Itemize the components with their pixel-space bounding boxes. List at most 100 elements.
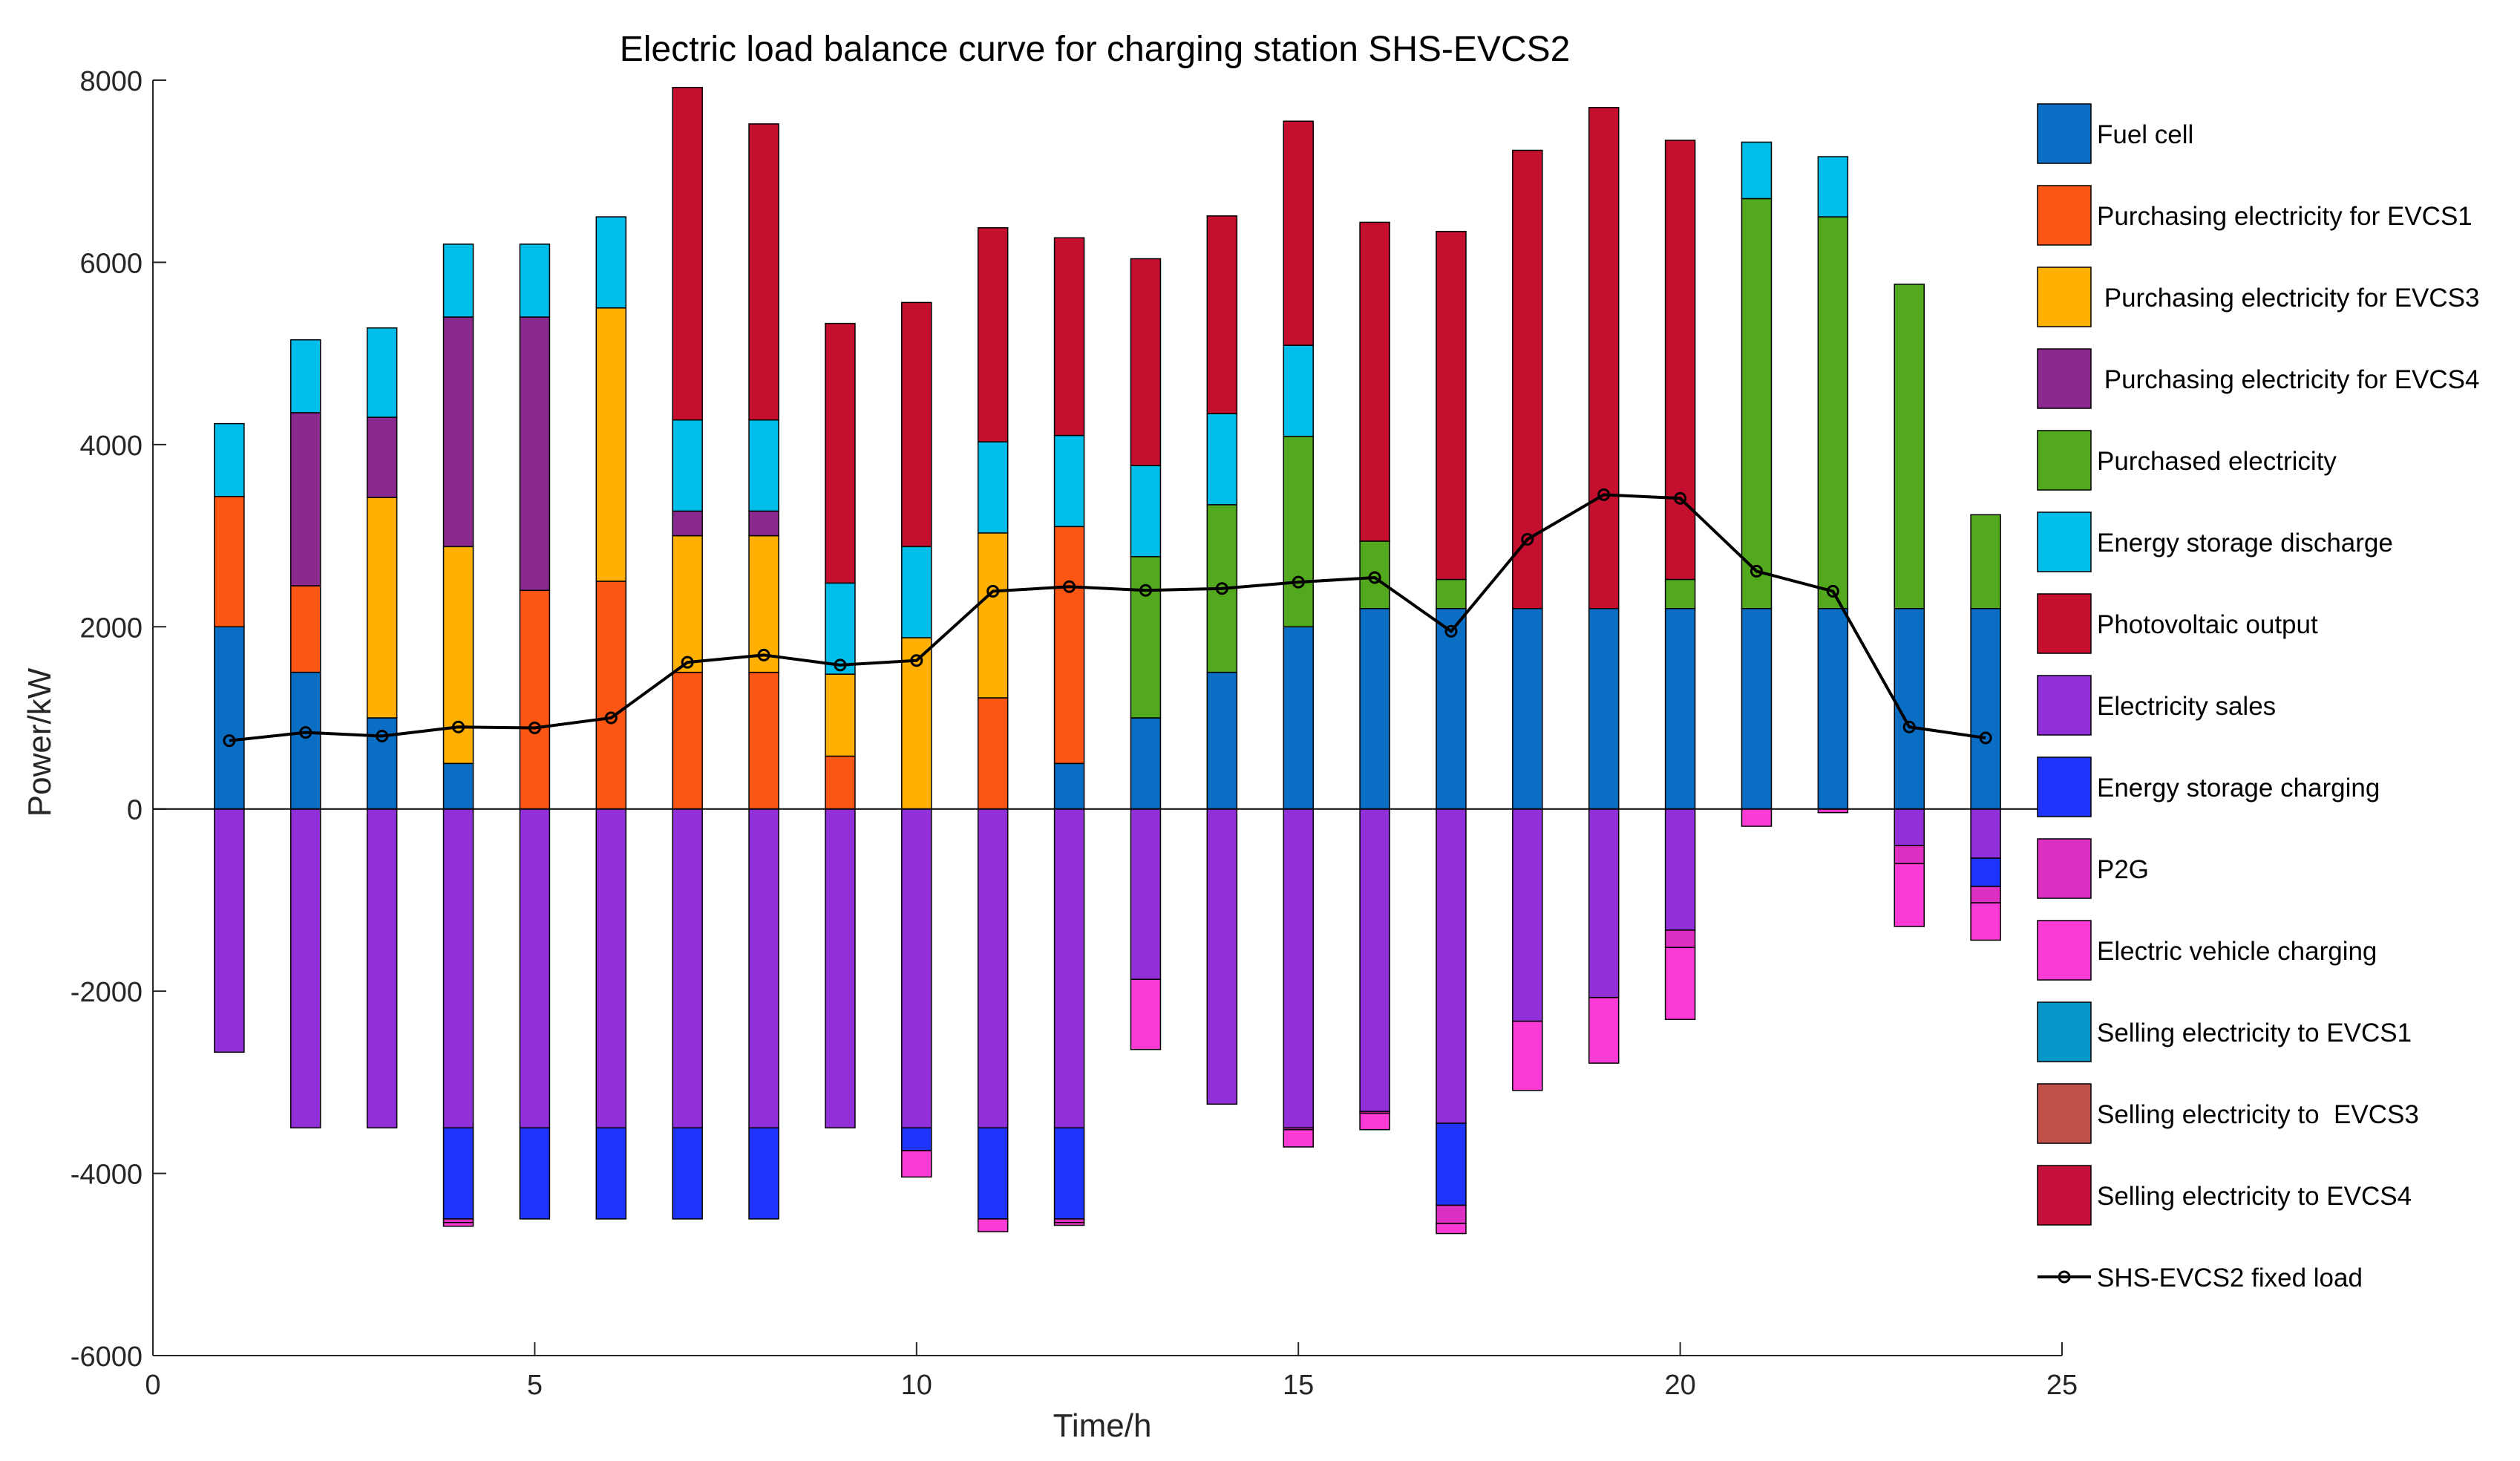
bar-segment	[1741, 197, 1773, 609]
x-tick-label: 20	[1664, 1370, 1695, 1401]
x-tick-label: 25	[2046, 1370, 2078, 1401]
bar-segment	[214, 422, 245, 497]
x-axis-label: Time/h	[1053, 1408, 1152, 1444]
bar-segment	[901, 808, 932, 1128]
bar-segment	[595, 808, 627, 1128]
bar-segment	[977, 227, 1009, 442]
bar-segment	[901, 1127, 932, 1151]
bar-segment	[672, 419, 703, 512]
bar-segment	[1436, 607, 1467, 810]
bar-segment	[366, 497, 398, 719]
bar-segment	[1130, 258, 1162, 466]
fixed-load-marker	[1292, 575, 1305, 589]
bar-segment	[1512, 1020, 1543, 1091]
bar-segment	[442, 808, 474, 1128]
bar-segment	[901, 301, 932, 548]
fixed-load-marker	[1521, 532, 1534, 546]
x-tick-label: 10	[901, 1370, 932, 1401]
bar-segment	[901, 1150, 932, 1178]
fixed-load-marker	[1674, 491, 1687, 505]
fixed-load-marker	[757, 648, 770, 661]
bar-segment	[901, 546, 932, 638]
bar-segment	[1130, 465, 1162, 558]
y-tick-label: 2000	[79, 612, 143, 644]
bar-segment	[366, 327, 398, 418]
bar-segment	[825, 755, 856, 810]
bar-segment	[442, 244, 474, 318]
bar-segment	[1283, 120, 1314, 346]
bar-segment	[1053, 1127, 1085, 1220]
legend-label: Energy storage discharge	[2097, 529, 2393, 558]
bar-segment	[1283, 436, 1314, 628]
bar-segment	[1664, 929, 1696, 948]
bar-segment	[748, 671, 779, 810]
bar-segment	[1664, 607, 1696, 810]
bar-segment	[1894, 284, 1925, 609]
legend-swatch	[2037, 348, 2092, 409]
legend-label: SHS-EVCS2 fixed load	[2097, 1264, 2363, 1292]
fixed-load-line	[229, 493, 1986, 742]
bar-segment	[1894, 808, 1925, 846]
y-tick-label: -6000	[71, 1341, 143, 1373]
bar-segment	[1053, 526, 1085, 765]
bar-segment	[1741, 141, 1773, 200]
fixed-load-marker	[1902, 720, 1916, 733]
bar-segment	[1053, 762, 1085, 810]
bar-segment	[1970, 808, 2001, 859]
bar-segment	[1130, 556, 1162, 719]
bar-segment	[1283, 344, 1314, 437]
fixed-load-marker	[528, 721, 541, 734]
y-tick-label: -2000	[71, 977, 143, 1008]
fixed-load-marker	[452, 720, 465, 733]
bar-segment	[442, 1222, 474, 1227]
bar-segment	[825, 673, 856, 757]
bar-segment	[1664, 140, 1696, 581]
bar-segment	[595, 216, 627, 309]
bar-segment	[1206, 413, 1238, 506]
legend-label: Purchased electricity	[2097, 447, 2337, 476]
bar-segment	[1053, 237, 1085, 437]
fixed-load-marker	[1979, 731, 1992, 745]
bar-segment	[595, 307, 627, 582]
legend-swatch	[2037, 756, 2092, 817]
bar-segment	[1130, 717, 1162, 810]
bar-segment	[1053, 434, 1085, 528]
bar-segment	[442, 316, 474, 548]
fixed-load-marker	[1444, 624, 1458, 638]
bar-segment	[1053, 808, 1085, 1128]
bar-segment	[748, 535, 779, 673]
fixed-load-marker	[1139, 584, 1152, 597]
bar-segment	[977, 1218, 1009, 1232]
bar-segment	[1664, 578, 1696, 609]
bar-segment	[977, 441, 1009, 534]
y-axis-label: Power/kW	[22, 667, 58, 817]
fixed-load-marker	[681, 656, 694, 669]
bar-segment	[1970, 902, 2001, 941]
legend-swatch	[2037, 1083, 2092, 1144]
bar-segment	[1512, 607, 1543, 810]
bar-segment	[366, 416, 398, 498]
fixed-load-marker	[604, 711, 618, 725]
legend-label: P2G	[2097, 855, 2149, 884]
legend-swatch	[2037, 103, 2092, 164]
bar-segment	[1894, 845, 1925, 865]
bar-segment	[977, 808, 1009, 1128]
bar-segment	[1436, 1223, 1467, 1235]
bar-segment	[672, 808, 703, 1128]
bar-segment	[214, 808, 245, 1053]
bar-segment	[825, 808, 856, 1128]
bar-segment	[214, 626, 245, 810]
bar-segment	[290, 339, 321, 414]
bar-segment	[1206, 671, 1238, 810]
bar-segment	[519, 1127, 551, 1220]
legend-label: Selling electricity to EVCS3	[2097, 1100, 2419, 1129]
bar-segment	[366, 808, 398, 1128]
bar-segment	[1359, 540, 1390, 609]
legend-label: Fuel cell	[2097, 120, 2193, 149]
bar-segment	[1359, 607, 1390, 810]
legend-label: Electricity sales	[2097, 692, 2276, 721]
bar-segment	[290, 412, 321, 586]
fixed-load-marker	[1368, 571, 1381, 584]
